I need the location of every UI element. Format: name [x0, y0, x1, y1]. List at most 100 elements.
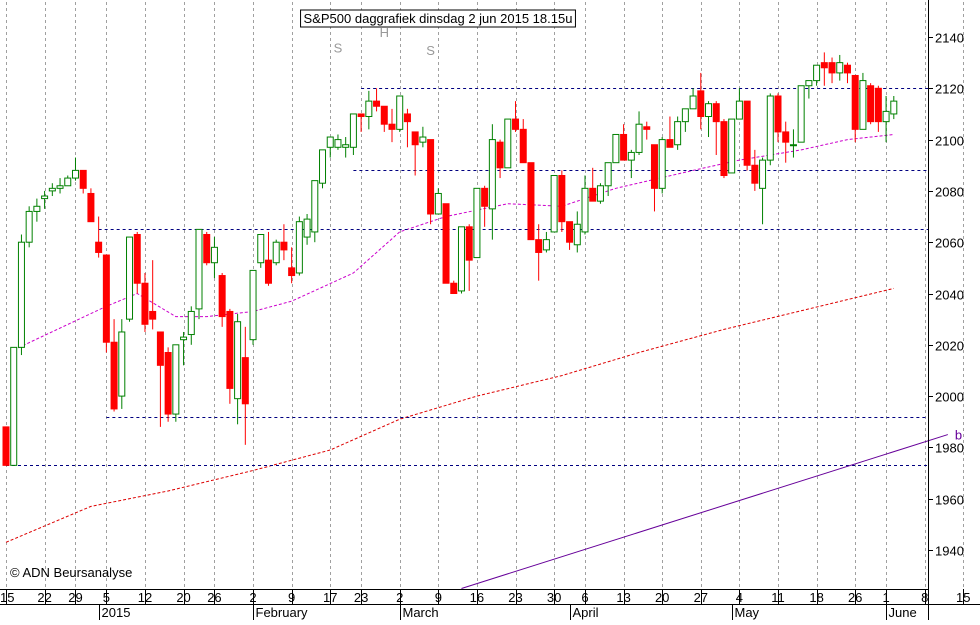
candle-body — [751, 164, 759, 184]
y-tick-label: 1960 — [935, 493, 964, 508]
candle — [434, 188, 442, 215]
x-tick-label: 23 — [508, 590, 522, 605]
candle-body — [133, 234, 141, 284]
candle-body — [620, 133, 628, 161]
candle-body — [87, 192, 95, 223]
candle-body — [681, 108, 689, 123]
candle — [10, 346, 18, 466]
candle — [64, 175, 72, 187]
candle-body — [226, 310, 234, 389]
candle-body — [550, 175, 558, 233]
candle — [164, 347, 172, 422]
candle — [203, 231, 211, 266]
month-label: March — [403, 605, 439, 620]
candle-body — [496, 141, 504, 169]
candle-body — [342, 144, 350, 148]
candle-body — [71, 169, 79, 179]
candle — [766, 93, 774, 166]
x-tick-label: 4 — [736, 590, 743, 605]
candle-body — [396, 95, 404, 130]
candle-body — [110, 341, 118, 410]
candle — [419, 126, 427, 148]
candle-body — [890, 100, 898, 115]
candle-body — [789, 144, 797, 147]
candle — [210, 237, 218, 279]
y-tick-label: 2060 — [935, 236, 964, 251]
candle-body — [527, 162, 535, 241]
candle — [373, 88, 381, 112]
candle-body — [48, 187, 56, 192]
candle — [643, 121, 651, 140]
candle — [627, 149, 635, 179]
candle-body — [743, 100, 751, 166]
x-tick-label: 29 — [68, 590, 82, 605]
candle — [658, 137, 666, 194]
candle-body — [102, 254, 110, 343]
x-tick-label: 13 — [616, 590, 630, 605]
candle-body — [782, 131, 790, 143]
candle-body — [373, 100, 381, 107]
candle-body — [442, 203, 450, 284]
candle-body — [411, 131, 419, 146]
candle-body — [218, 275, 226, 318]
candle-body — [836, 62, 844, 74]
candle-body — [41, 195, 49, 200]
candle — [859, 72, 867, 130]
candle-body — [859, 80, 867, 130]
pattern-label: S — [334, 40, 343, 55]
y-tick-label: 1940 — [935, 544, 964, 559]
x-tick-label: 15 — [0, 590, 14, 605]
candle — [288, 247, 296, 284]
candle — [280, 224, 288, 261]
candle — [550, 175, 558, 233]
candle — [311, 180, 319, 243]
candle-body — [172, 344, 180, 415]
candle — [874, 85, 882, 132]
trendline — [461, 434, 948, 589]
x-tick-label: 17 — [323, 590, 337, 605]
candle-body — [674, 121, 682, 146]
candle — [650, 144, 658, 212]
candle-body — [705, 103, 713, 118]
candle-body — [17, 241, 25, 348]
y-tick-label: 2020 — [935, 339, 964, 354]
candle — [496, 139, 504, 179]
moving-average-long — [5, 287, 894, 543]
candle — [110, 319, 118, 412]
candle — [87, 188, 95, 223]
candle-body — [519, 128, 527, 164]
x-tick-label: 9 — [288, 590, 295, 605]
candle-body — [2, 426, 10, 466]
candle-body — [882, 110, 890, 123]
candle-body — [797, 85, 805, 143]
candle-body — [813, 64, 821, 82]
candle — [805, 80, 813, 99]
candle — [25, 206, 33, 248]
candle-body — [851, 74, 859, 130]
month-label: April — [573, 605, 599, 620]
x-tick-label: 2 — [396, 590, 403, 605]
candle-body — [658, 139, 666, 189]
chart-title-box — [300, 9, 576, 28]
candle-body — [349, 113, 357, 148]
candle-body — [820, 62, 828, 69]
pattern-labels: S H S — [334, 25, 436, 58]
x-tick-label: 23 — [354, 590, 368, 605]
candle-body — [542, 239, 550, 251]
candle — [396, 95, 404, 132]
candle-body — [210, 246, 218, 264]
candle-body — [465, 226, 473, 261]
candle — [759, 157, 767, 225]
candle — [102, 254, 110, 353]
candle — [403, 108, 411, 148]
candle-body — [164, 351, 172, 415]
candle-body — [735, 100, 743, 120]
candle-body — [473, 187, 481, 259]
candle-body — [388, 123, 396, 130]
candle-body — [627, 151, 635, 161]
candle-body — [195, 228, 203, 310]
candle — [705, 101, 713, 138]
candle — [674, 116, 682, 150]
candle — [118, 319, 126, 409]
